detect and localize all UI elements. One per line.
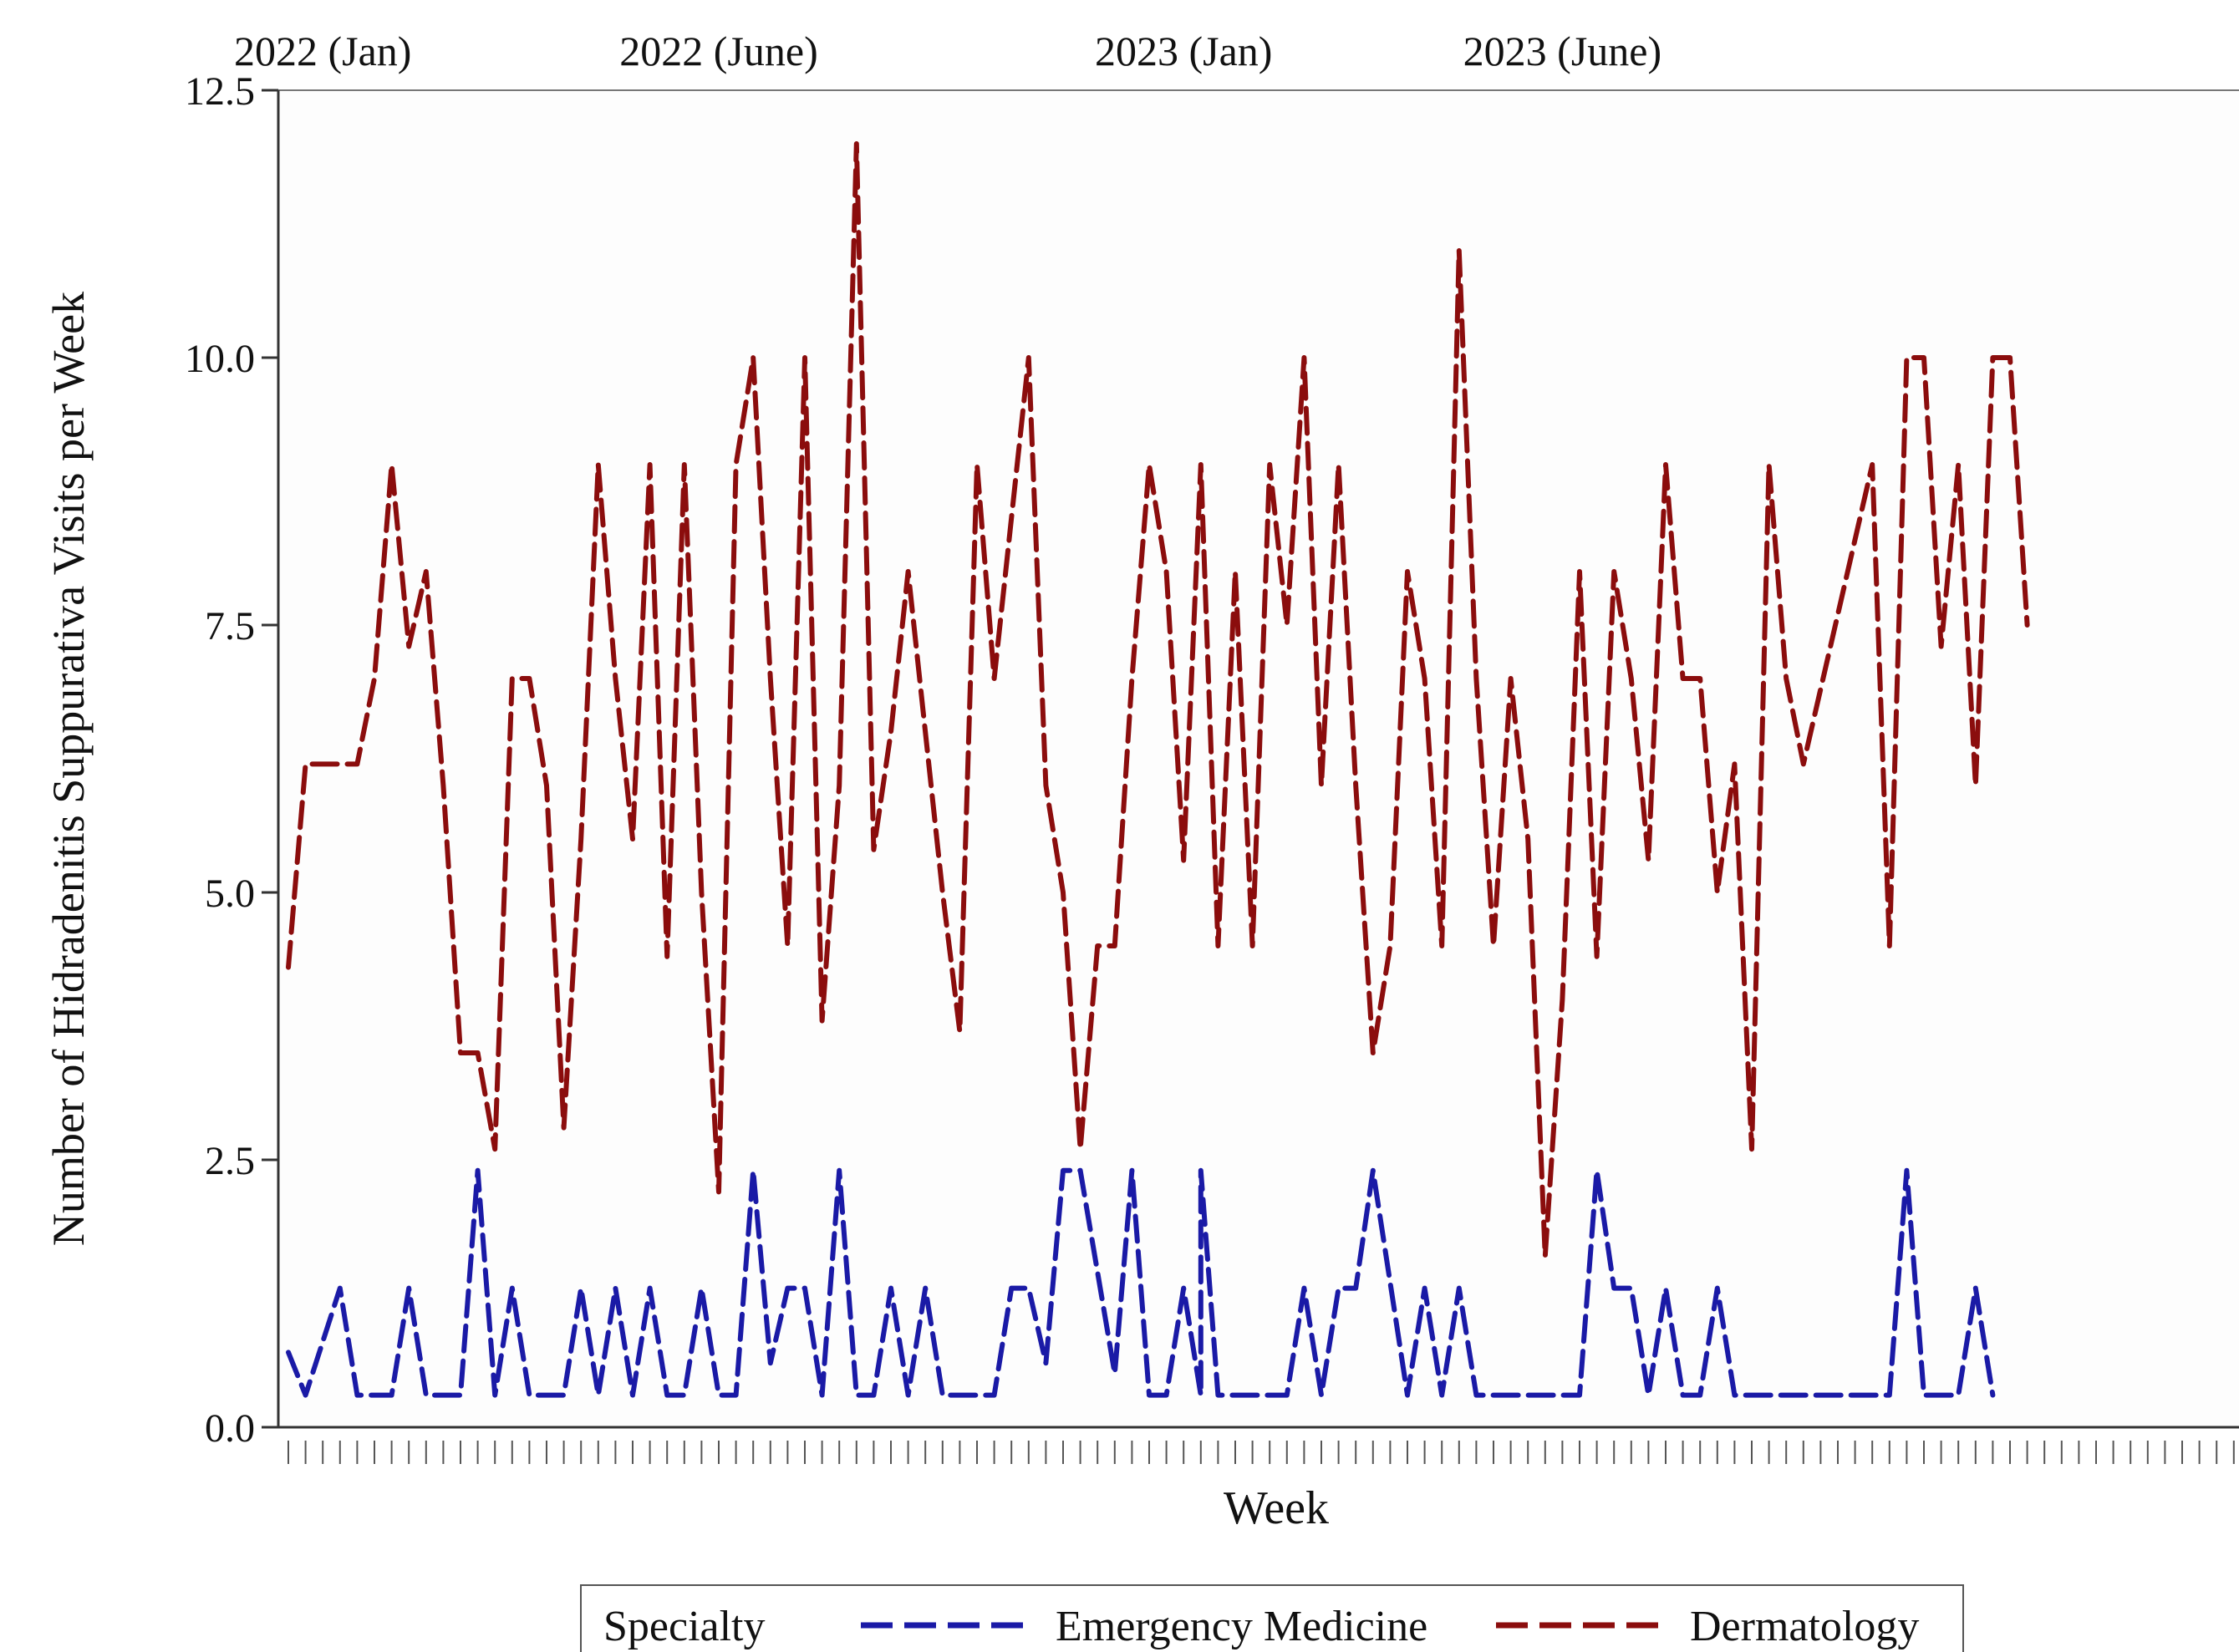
legend-label-emergency-medicine: Emergency Medicine xyxy=(1056,1603,1427,1650)
period-label: 2023 (Jan) xyxy=(1095,28,1272,74)
period-label: 2022 (June) xyxy=(619,28,817,74)
period-label: 2023 (June) xyxy=(1463,28,1661,74)
y-tick-label: 7.5 xyxy=(205,604,255,648)
y-tick-label: 5.0 xyxy=(205,872,255,916)
period-labels: 2022 (Jan) 2022 (June) 2023 (Jan) 2023 (Jun… xyxy=(234,28,1661,74)
y-axis-title: Number of Hidradenitis Suppurativa Visit… xyxy=(43,292,94,1246)
legend-label-dermatology: Dermatology xyxy=(1690,1603,1919,1650)
x-axis-title: Week xyxy=(1224,1482,1329,1534)
y-tick-label: 12.5 xyxy=(185,69,255,114)
y-tick-label: 0.0 xyxy=(205,1406,255,1451)
series-line-emergency-medicine xyxy=(286,1167,1996,1398)
y-tick-label: 10.0 xyxy=(185,337,255,381)
axes: 0.0 2.5 5.0 7.5 10.0 12.5 xyxy=(185,69,2239,1464)
legend-frame xyxy=(580,1584,1964,1652)
legend: Specialty Emergency Medicine Dermatology xyxy=(580,1584,1964,1652)
y-tick-label: 2.5 xyxy=(205,1139,255,1183)
series-line-dermatology xyxy=(286,141,2030,1259)
series-layer xyxy=(286,141,2030,1398)
period-label: 2022 (Jan) xyxy=(234,28,411,74)
legend-title: Specialty xyxy=(603,1603,766,1650)
